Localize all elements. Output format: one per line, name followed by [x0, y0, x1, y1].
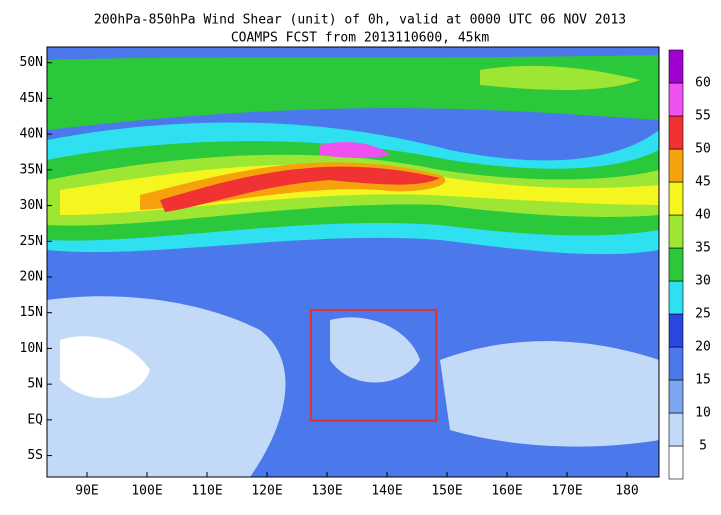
- x-tick-label: 120E: [251, 484, 282, 499]
- y-tick-label: 50N: [20, 55, 43, 70]
- x-tick-label: 150E: [431, 484, 462, 499]
- y-tick-label: 30N: [20, 198, 43, 213]
- colorbar-label: 40: [695, 208, 711, 223]
- colorbar-label: 15: [695, 373, 711, 388]
- x-tick-label: 170E: [551, 484, 582, 499]
- colorbar-bin: [668, 214, 684, 249]
- x-tick-label: 100E: [131, 484, 162, 499]
- colorbar-bin: [668, 181, 684, 216]
- title: 200hPa-850hPa Wind Shear (unit) of 0h, v…: [94, 13, 626, 28]
- x-tick-label: 140E: [371, 484, 402, 499]
- colorbar-label: 55: [695, 109, 711, 124]
- y-tick-label: EQ: [27, 412, 43, 427]
- x-tick-label: 90E: [75, 484, 98, 499]
- y-tick-label: 5S: [27, 448, 43, 463]
- colorbar-bin: [668, 247, 684, 282]
- y-tick-label: 5N: [27, 377, 43, 392]
- y-tick-label: 20N: [20, 270, 43, 285]
- colorbar-label: 50: [695, 142, 711, 157]
- colorbar-bin: [668, 346, 684, 381]
- colorbar-bin: [668, 313, 684, 348]
- y-tick-label: 10N: [20, 341, 43, 356]
- y-tick-label: 25N: [20, 234, 43, 249]
- map-frame: [46, 46, 660, 478]
- colorbar-label: 20: [695, 340, 711, 355]
- x-tick-label: 160E: [491, 484, 522, 499]
- subtitle: COAMPS FCST from 2013110600, 45km: [231, 31, 489, 46]
- colorbar-bin: [668, 412, 684, 447]
- highlight-box: [309, 308, 438, 422]
- y-tick-label: 35N: [20, 162, 43, 177]
- x-tick-label: 130E: [311, 484, 342, 499]
- colorbar-bin: [668, 280, 684, 315]
- y-tick-label: 15N: [20, 305, 43, 320]
- colorbar-label: 25: [695, 307, 711, 322]
- colorbar-label: 5: [699, 439, 707, 454]
- y-tick-label: 40N: [20, 127, 43, 142]
- colorbar-label: 30: [695, 274, 711, 289]
- colorbar-label: 10: [695, 406, 711, 421]
- colorbar-label: 35: [695, 241, 711, 256]
- colorbar-bin: [668, 379, 684, 414]
- y-tick-label: 45N: [20, 91, 43, 106]
- colorbar-label: 60: [695, 76, 711, 91]
- colorbar-bin: [668, 148, 684, 183]
- x-tick-label: 110E: [191, 484, 222, 499]
- colorbar-bin: [668, 445, 684, 480]
- colorbar-bin: [668, 115, 684, 150]
- colorbar-bin: [668, 82, 684, 117]
- colorbar-label: 45: [695, 175, 711, 190]
- shear-field: [47, 47, 659, 477]
- colorbar-bin: [668, 49, 684, 84]
- x-tick-label: 180: [615, 484, 638, 499]
